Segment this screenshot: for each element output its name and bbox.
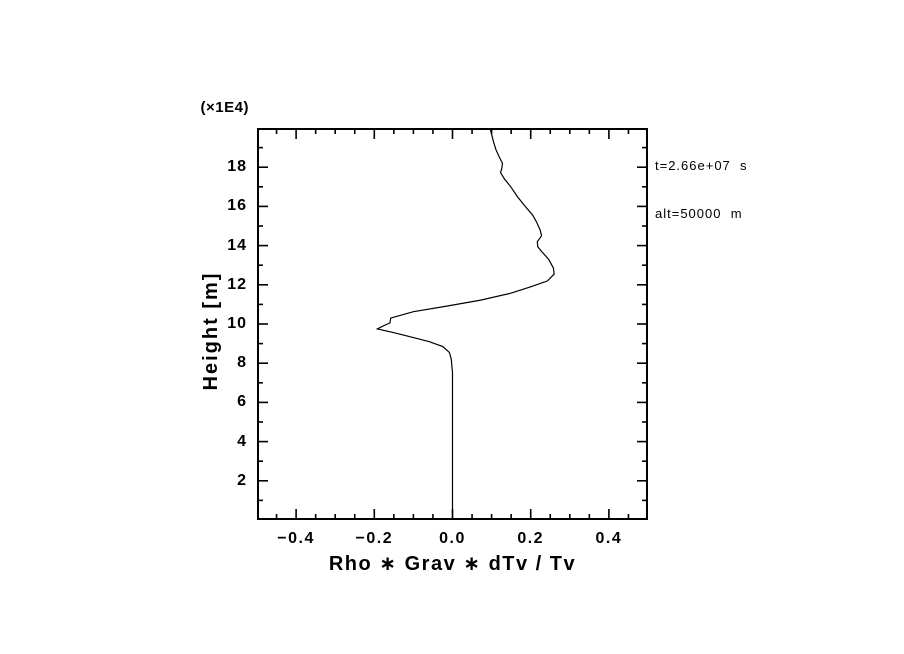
x-tick-label: 0.4 — [595, 530, 623, 547]
x-tick-label: 0.2 — [517, 530, 545, 547]
data-curve — [375, 127, 555, 520]
y-tick-label: 8 — [237, 354, 247, 372]
y-scale-factor-label: (×1E4) — [200, 99, 249, 116]
x-tick-label: 0.0 — [439, 530, 466, 547]
y-tick-label: 10 — [227, 315, 247, 332]
y-tick-label: 14 — [227, 236, 247, 254]
x-axis-title: Rho ∗ Grav ∗ dTv / Tv — [328, 553, 577, 575]
y-tick-label: 6 — [237, 393, 247, 411]
x-tick-label: −0.4 — [277, 530, 315, 547]
y-tick-label: 16 — [227, 197, 247, 215]
annotation-block: t=2.66e+07 s alt=50000 m — [655, 126, 748, 254]
y-tick-label: 12 — [227, 275, 247, 293]
annotation-time: t=2.66e+07 s — [655, 158, 748, 173]
y-tick-label: 18 — [227, 158, 247, 176]
y-tick-label: 2 — [237, 471, 247, 489]
x-tick-label: −0.2 — [355, 530, 394, 547]
annotation-altitude: alt=50000 m — [655, 206, 743, 221]
y-tick-label: 4 — [237, 432, 247, 450]
